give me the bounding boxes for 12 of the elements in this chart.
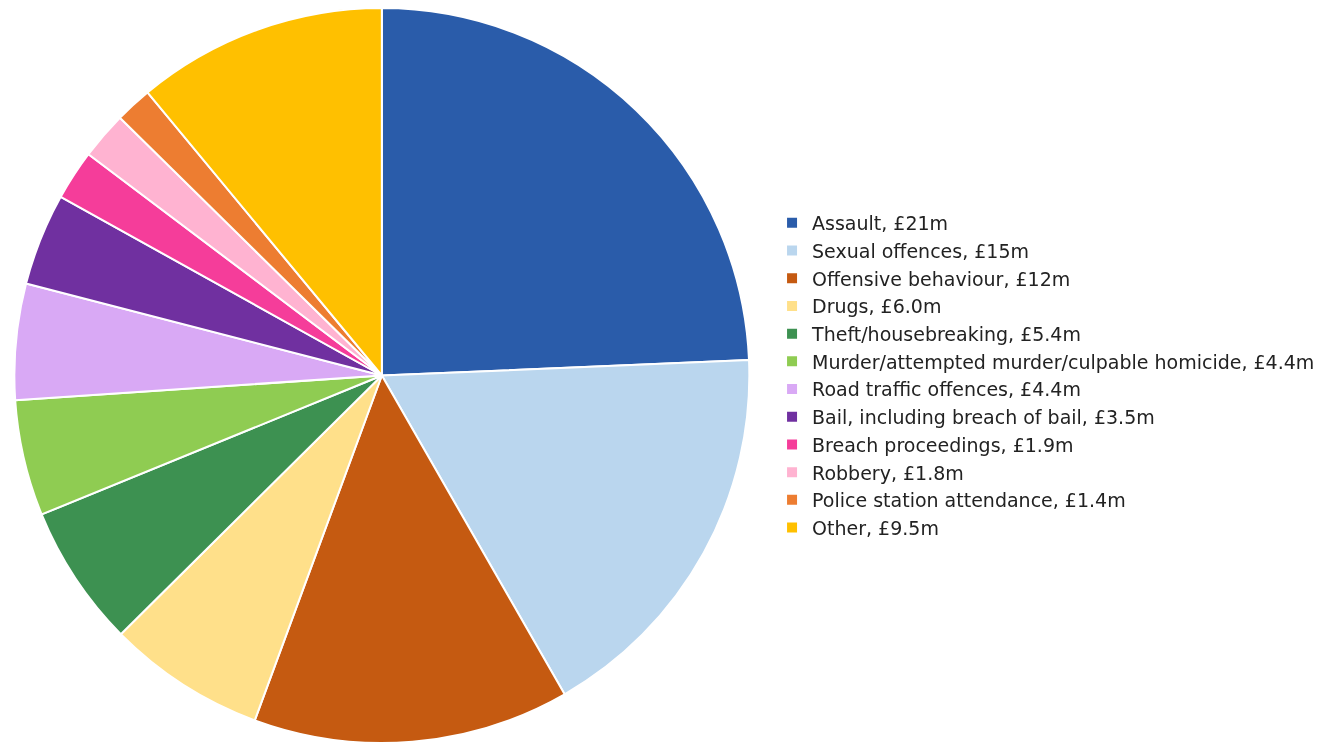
legend-label: Road traffic offences, £4.4m <box>812 378 1081 401</box>
legend-label: Robbery, £1.8m <box>812 461 964 484</box>
legend-label: Sexual offences, £15m <box>812 239 1030 262</box>
legend-label: Police station attendance, £1.4m <box>812 489 1126 512</box>
legend-label: Offensive behaviour, £12m <box>812 267 1071 290</box>
legend-label: Murder/attempted murder/culpable homicide, £4.4m <box>812 350 1315 373</box>
legend-label: Breach proceedings, £1.9m <box>812 433 1074 456</box>
legend-label: Other, £9.5m <box>812 516 939 539</box>
legend-label: Assault, £21m <box>812 212 949 235</box>
legend-label: Drugs, £6.0m <box>812 295 942 318</box>
legend-label: Bail, including breach of bail, £3.5m <box>812 406 1155 429</box>
legend-label: Theft/housebreaking, £5.4m <box>811 323 1081 346</box>
